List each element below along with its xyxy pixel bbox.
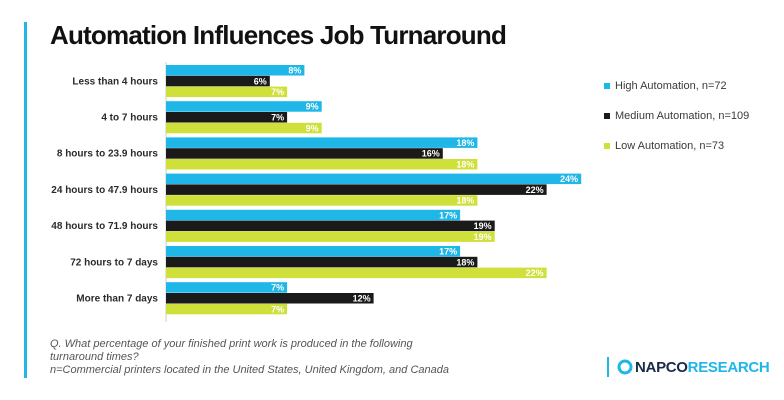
value-label-medium-48-to-71-9-hours: 19%: [474, 221, 492, 231]
bar-medium-more-than-7-days: [166, 293, 374, 304]
value-label-high-24-to-47-9-hours: 24%: [560, 174, 578, 184]
value-label-medium-more-than-7-days: 12%: [353, 294, 371, 304]
legend-item-medium: Medium Automation, n=109: [604, 108, 749, 124]
bar-low-8-to-23-9-hours: [166, 159, 478, 170]
bar-high-48-to-71-9-hours: [166, 209, 461, 221]
accent-bar: [24, 22, 27, 378]
category-label-8-to-23-9-hours: 8 hours to 23.9 hours: [57, 149, 159, 160]
value-label-low-72-hours-to-7-days: 22%: [526, 268, 544, 278]
bar-high-8-to-23-9-hours: [166, 137, 478, 148]
legend-swatch-low: [604, 143, 610, 149]
footnote: Q. What percentage of your finished prin…: [50, 338, 510, 377]
footnote-line-3: n=Commercial printers located in the Uni…: [50, 364, 449, 376]
legend-item-high: High Automation, n=72: [604, 78, 749, 94]
bar-low-72-hours-to-7-days: [166, 267, 547, 279]
value-label-low-8-to-23-9-hours: 18%: [456, 160, 474, 170]
value-label-medium-72-hours-to-7-days: 18%: [456, 257, 474, 267]
bar-low-4-to-7-hours: [166, 122, 322, 134]
footnote-line-1: Q. What percentage of your finished prin…: [50, 338, 413, 350]
legend-item-low: Low Automation, n=73: [604, 138, 749, 154]
legend-label-low: Low Automation, n=73: [615, 140, 725, 152]
bar-medium-48-to-71-9-hours: [166, 220, 495, 232]
legend-swatch-high: [604, 83, 610, 89]
value-label-medium-24-to-47-9-hours: 22%: [526, 185, 544, 195]
napco-research-logo: NAPCO RESEARCH: [607, 356, 770, 378]
bar-low-48-to-71-9-hours: [166, 231, 495, 242]
footnote-line-2: turnaround times?: [50, 351, 139, 363]
legend-label-high: High Automation, n=72: [615, 80, 727, 92]
bar-medium-4-to-7-hours: [166, 112, 288, 123]
value-label-high-4-to-7-hours: 9%: [306, 102, 319, 112]
bar-high-4-to-7-hours: [166, 101, 322, 112]
logo-text-research: RESEARCH: [687, 358, 770, 376]
value-label-low-24-to-47-9-hours: 18%: [456, 196, 474, 206]
bar-medium-72-hours-to-7-days: [166, 256, 478, 268]
bar-high-72-hours-to-7-days: [166, 246, 461, 257]
category-label-more-than-7-days: More than 7 days: [76, 293, 158, 304]
legend: High Automation, n=72 Medium Automation,…: [604, 78, 749, 168]
category-label-48-to-71-9-hours: 48 hours to 71.9 hours: [51, 221, 158, 232]
bar-medium-less-than-4-hours: [166, 75, 270, 87]
category-label-less-than-4-hours: Less than 4 hours: [72, 76, 158, 87]
value-label-high-less-than-4-hours: 8%: [288, 66, 301, 76]
legend-label-medium: Medium Automation, n=109: [615, 110, 750, 122]
bar-high-more-than-7-days: [166, 282, 288, 293]
bar-high-24-to-47-9-hours: [166, 173, 582, 185]
category-label-72-hours-to-7-days: 72 hours to 7 days: [70, 257, 158, 268]
chart-title: Automation Influences Job Turnaround: [50, 20, 507, 50]
value-label-high-8-to-23-9-hours: 18%: [456, 138, 474, 148]
bar-low-less-than-4-hours: [166, 86, 288, 98]
value-label-low-4-to-7-hours: 9%: [306, 123, 319, 133]
value-label-low-less-than-4-hours: 7%: [271, 87, 284, 97]
logo-ring-icon: [617, 359, 633, 375]
value-label-high-more-than-7-days: 7%: [271, 283, 284, 293]
value-label-low-more-than-7-days: 7%: [271, 304, 284, 314]
legend-swatch-medium: [604, 113, 610, 119]
category-label-4-to-7-hours: 4 to 7 hours: [101, 112, 158, 123]
bar-high-less-than-4-hours: [166, 65, 305, 76]
bar-medium-8-to-23-9-hours: [166, 148, 443, 159]
value-label-low-48-to-71-9-hours: 19%: [474, 232, 492, 242]
bar-low-more-than-7-days: [166, 303, 288, 315]
bar-low-24-to-47-9-hours: [166, 195, 478, 206]
value-label-medium-8-to-23-9-hours: 16%: [422, 149, 440, 159]
value-label-medium-4-to-7-hours: 7%: [271, 113, 284, 123]
bar-medium-24-to-47-9-hours: [166, 184, 547, 195]
value-label-high-48-to-71-9-hours: 17%: [439, 210, 457, 220]
logo-text-napco: NAPCO: [635, 358, 688, 376]
logo-divider: [607, 357, 609, 377]
value-label-high-72-hours-to-7-days: 17%: [439, 247, 457, 257]
category-label-24-to-47-9-hours: 24 hours to 47.9 hours: [51, 185, 158, 196]
value-label-medium-less-than-4-hours: 6%: [254, 76, 267, 86]
